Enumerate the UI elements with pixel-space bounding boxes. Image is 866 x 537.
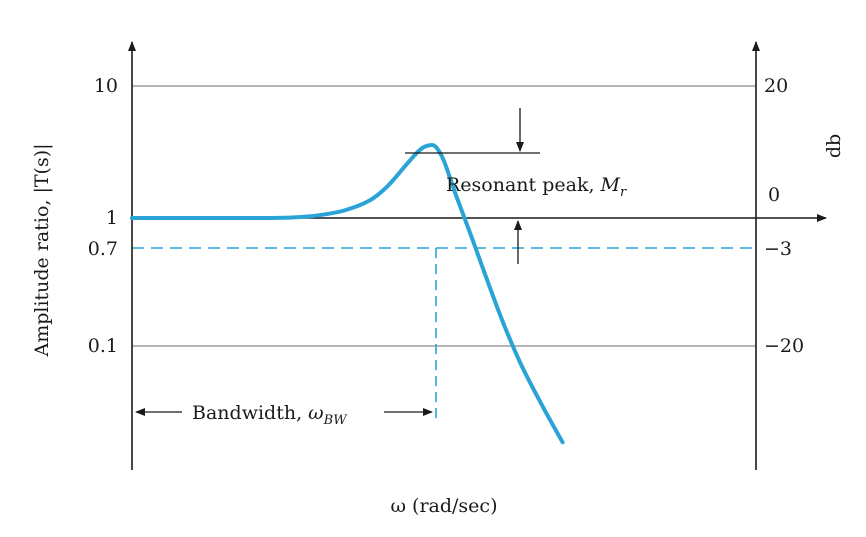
- data-point-7: [386, 184, 390, 188]
- left-tick-0p7: 0.7: [88, 238, 118, 260]
- data-point-19: [561, 440, 565, 444]
- right-tick-minus20: −20: [764, 335, 804, 357]
- data-point-3: [292, 215, 296, 219]
- x-axis-label: ω (rad/sec): [391, 495, 498, 517]
- right-tick-20: 20: [764, 75, 788, 97]
- data-point-10: [427, 143, 431, 147]
- right-tick-minus3: −3: [764, 238, 792, 260]
- data-point-6: [367, 199, 371, 203]
- data-point-16: [501, 321, 505, 325]
- resonant-peak-label: Resonant peak, Mr: [446, 174, 627, 200]
- data-point-5: [342, 209, 346, 213]
- data-point-2: [267, 216, 271, 220]
- data-point-8: [405, 162, 409, 166]
- data-point-12: [442, 159, 446, 163]
- data-point-14: [470, 236, 474, 240]
- y-axis-label-right: db: [823, 134, 845, 158]
- right-tick-0: 0: [768, 184, 780, 206]
- bandwidth-label: Bandwidth, ωBW: [192, 402, 348, 428]
- data-point-4: [317, 213, 321, 217]
- y-axis-label-left: Amplitude ratio, |T(s)|: [31, 143, 53, 357]
- series-line: [130, 143, 565, 445]
- data-point-0: [130, 216, 134, 220]
- data-point-9: [418, 148, 422, 152]
- left-tick-1: 1: [106, 207, 118, 229]
- data-point-15: [486, 280, 490, 284]
- data-point-11: [434, 145, 438, 149]
- left-tick-10: 10: [94, 75, 118, 97]
- data-point-1: [205, 216, 209, 220]
- left-tick-0p1: 0.1: [88, 335, 118, 357]
- data-point-18: [542, 407, 546, 411]
- data-point-17: [520, 365, 524, 369]
